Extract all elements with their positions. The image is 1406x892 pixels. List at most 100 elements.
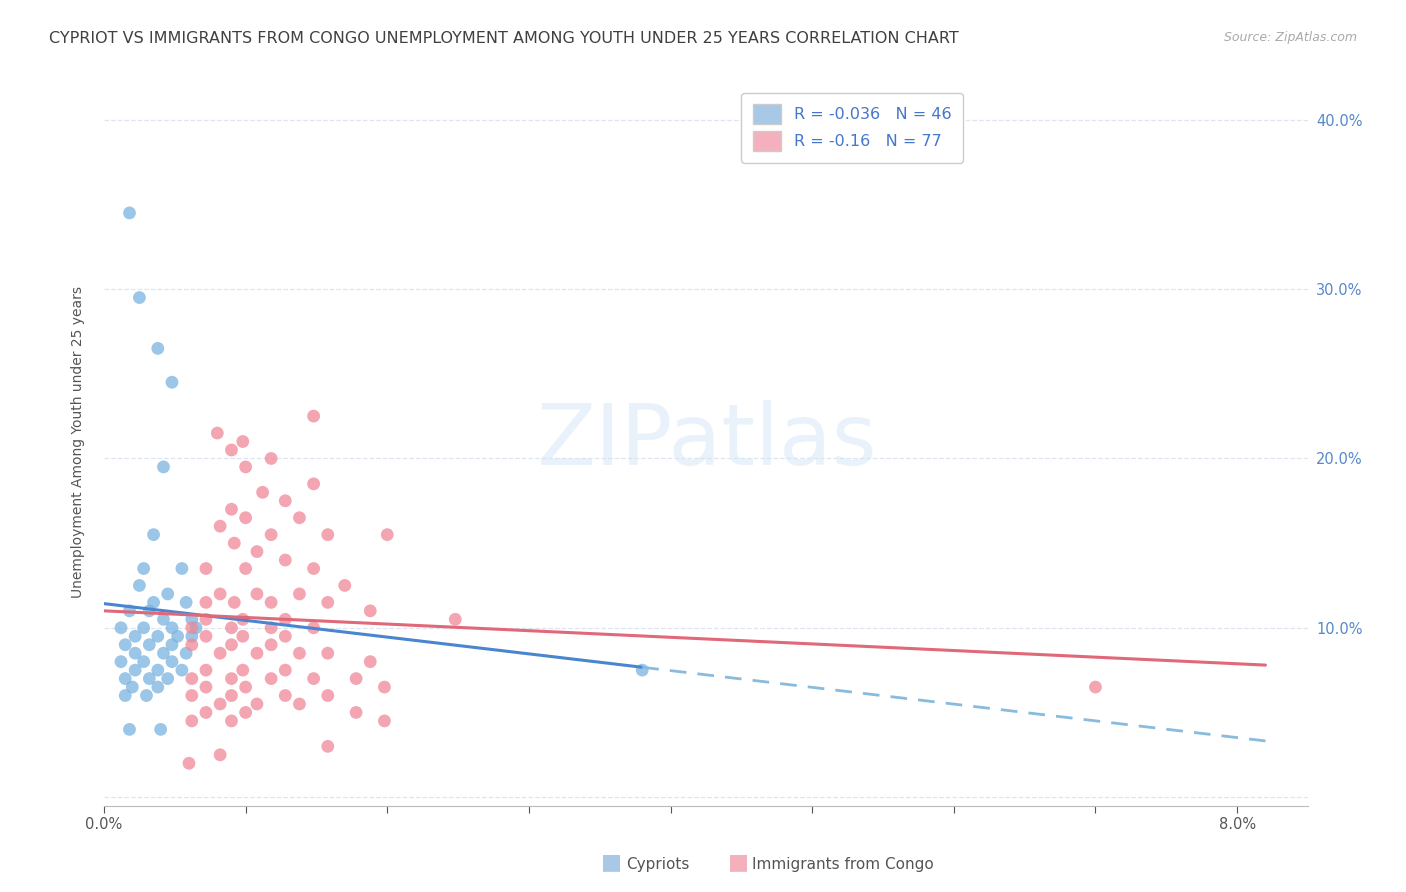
Point	[160, 638, 183, 652]
Point	[375, 527, 398, 541]
Text: ■: ■	[728, 853, 748, 872]
Point	[246, 646, 269, 660]
Point	[221, 672, 243, 686]
Text: CYPRIOT VS IMMIGRANTS FROM CONGO UNEMPLOYMENT AMONG YOUTH UNDER 25 YEARS CORRELA: CYPRIOT VS IMMIGRANTS FROM CONGO UNEMPLO…	[49, 31, 959, 46]
Point	[302, 621, 325, 635]
Text: Source: ZipAtlas.com: Source: ZipAtlas.com	[1223, 31, 1357, 45]
Point	[114, 672, 136, 686]
Point	[209, 587, 232, 601]
Point	[146, 680, 169, 694]
Point	[156, 672, 179, 686]
Point	[132, 561, 155, 575]
Point	[180, 612, 202, 626]
Point	[232, 612, 254, 626]
Point	[288, 587, 311, 601]
Point	[174, 595, 197, 609]
Point	[194, 680, 217, 694]
Point	[152, 612, 174, 626]
Point	[373, 714, 395, 728]
Point	[344, 706, 367, 720]
Point	[333, 578, 356, 592]
Text: Cypriots: Cypriots	[626, 857, 689, 872]
Point	[118, 206, 141, 220]
Point	[221, 442, 243, 457]
Point	[174, 646, 197, 660]
Point	[302, 672, 325, 686]
Point	[146, 629, 169, 643]
Point	[124, 629, 146, 643]
Point	[110, 655, 132, 669]
Point	[184, 621, 207, 635]
Point	[232, 434, 254, 449]
Point	[209, 747, 232, 762]
Point	[142, 527, 165, 541]
Point	[194, 706, 217, 720]
Point	[170, 561, 193, 575]
Point	[316, 689, 339, 703]
Point	[194, 663, 217, 677]
Point	[209, 646, 232, 660]
Point	[246, 587, 269, 601]
Point	[207, 425, 229, 440]
Point	[194, 629, 217, 643]
Point	[302, 476, 325, 491]
Point	[160, 655, 183, 669]
Point	[260, 451, 283, 466]
Point	[124, 646, 146, 660]
Point	[302, 409, 325, 423]
Point	[170, 663, 193, 677]
Y-axis label: Unemployment Among Youth under 25 years: Unemployment Among Youth under 25 years	[72, 285, 86, 598]
Point	[149, 723, 172, 737]
Point	[142, 595, 165, 609]
Point	[274, 493, 297, 508]
Point	[235, 561, 257, 575]
Point	[260, 672, 283, 686]
Point	[138, 638, 160, 652]
Point	[235, 459, 257, 474]
Point	[156, 587, 179, 601]
Point	[221, 714, 243, 728]
Point	[138, 604, 160, 618]
Point	[152, 646, 174, 660]
Point	[221, 638, 243, 652]
Point	[114, 689, 136, 703]
Point	[235, 510, 257, 524]
Point	[180, 714, 202, 728]
Point	[146, 663, 169, 677]
Point	[124, 663, 146, 677]
Point	[166, 629, 188, 643]
Point	[260, 595, 283, 609]
Point	[160, 621, 183, 635]
Point	[177, 756, 200, 771]
Point	[180, 629, 202, 643]
Point	[114, 638, 136, 652]
Point	[160, 376, 183, 390]
Point	[146, 342, 169, 356]
Point	[444, 612, 467, 626]
Legend: R = -0.036   N = 46, R = -0.16   N = 77: R = -0.036 N = 46, R = -0.16 N = 77	[741, 93, 963, 162]
Point	[180, 672, 202, 686]
Point	[221, 689, 243, 703]
Text: Immigrants from Congo: Immigrants from Congo	[752, 857, 934, 872]
Point	[288, 697, 311, 711]
Point	[260, 638, 283, 652]
Point	[221, 621, 243, 635]
Point	[631, 663, 654, 677]
Point	[1084, 680, 1107, 694]
Point	[232, 629, 254, 643]
Point	[316, 739, 339, 754]
Point	[235, 680, 257, 694]
Point	[373, 680, 395, 694]
Point	[302, 561, 325, 575]
Point	[194, 595, 217, 609]
Point	[121, 680, 143, 694]
Point	[180, 621, 202, 635]
Text: ■: ■	[602, 853, 621, 872]
Point	[288, 646, 311, 660]
Point	[260, 527, 283, 541]
Text: ZIPatlas: ZIPatlas	[536, 400, 876, 483]
Point	[180, 689, 202, 703]
Point	[274, 663, 297, 677]
Point	[128, 291, 150, 305]
Point	[135, 689, 157, 703]
